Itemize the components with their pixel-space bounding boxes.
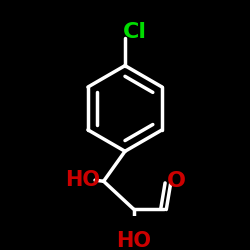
Text: O: O <box>167 171 186 191</box>
Text: HO: HO <box>65 170 100 190</box>
Text: Cl: Cl <box>123 22 147 42</box>
Text: HO: HO <box>116 231 151 250</box>
